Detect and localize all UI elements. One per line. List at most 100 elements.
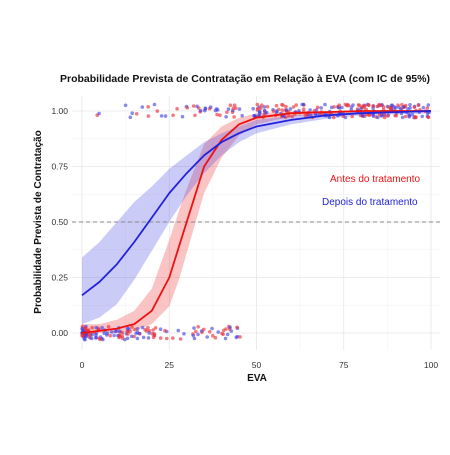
data-point bbox=[140, 325, 145, 330]
data-point bbox=[426, 115, 431, 120]
data-point bbox=[394, 113, 399, 118]
fitted-curves bbox=[81, 110, 432, 334]
data-point bbox=[140, 105, 145, 109]
data-point bbox=[135, 336, 140, 341]
data-point bbox=[416, 103, 421, 107]
data-point bbox=[238, 335, 242, 339]
data-point bbox=[165, 336, 169, 341]
data-point bbox=[211, 333, 215, 338]
data-point bbox=[143, 328, 147, 332]
x-tick-label: 100 bbox=[424, 360, 438, 370]
data-point bbox=[163, 328, 167, 333]
grid bbox=[72, 96, 440, 350]
data-point bbox=[100, 325, 104, 330]
data-point bbox=[94, 333, 98, 337]
data-point bbox=[213, 335, 218, 340]
data-point bbox=[385, 114, 390, 118]
data-point bbox=[421, 105, 426, 110]
data-point bbox=[110, 330, 114, 334]
data-point bbox=[294, 103, 299, 107]
legend-after: Depois do tratamento bbox=[322, 197, 418, 208]
data-point bbox=[300, 102, 305, 107]
data-point bbox=[232, 103, 237, 107]
data-point bbox=[102, 331, 106, 336]
data-point bbox=[146, 105, 150, 109]
data-point bbox=[185, 106, 190, 110]
data-point bbox=[252, 114, 257, 118]
data-point bbox=[257, 110, 262, 114]
data-point bbox=[196, 332, 200, 337]
data-point bbox=[151, 328, 155, 332]
data-point bbox=[225, 332, 230, 337]
data-point bbox=[255, 106, 260, 111]
data-point bbox=[420, 114, 425, 119]
data-point bbox=[125, 336, 130, 341]
data-point bbox=[228, 325, 232, 330]
data-point bbox=[147, 331, 151, 335]
fit-curve-before bbox=[81, 110, 431, 334]
data-point bbox=[400, 115, 405, 120]
data-point bbox=[155, 109, 160, 113]
data-point bbox=[389, 103, 394, 108]
data-point bbox=[84, 328, 89, 333]
data-point bbox=[262, 105, 267, 109]
data-point bbox=[225, 110, 229, 114]
data-point bbox=[301, 107, 306, 111]
data-point bbox=[412, 105, 417, 109]
data-point bbox=[128, 329, 132, 334]
y-tick-label: 0.25 bbox=[51, 273, 68, 283]
y-tick-label: 0.00 bbox=[51, 328, 68, 338]
chart-title: Probabilidade Prevista de Contratação em… bbox=[60, 73, 430, 85]
data-point bbox=[240, 113, 244, 118]
data-point bbox=[194, 329, 198, 334]
data-point bbox=[386, 105, 391, 109]
data-point bbox=[218, 113, 222, 117]
data-point bbox=[210, 326, 214, 331]
data-point bbox=[152, 102, 157, 107]
data-point bbox=[152, 333, 157, 338]
y-tick-label: 1.00 bbox=[51, 106, 68, 116]
data-point bbox=[288, 107, 293, 111]
data-point bbox=[262, 108, 267, 113]
data-point bbox=[403, 103, 408, 108]
data-point bbox=[133, 327, 137, 332]
data-point bbox=[223, 336, 228, 341]
data-point bbox=[275, 110, 279, 114]
data-point bbox=[396, 103, 400, 107]
data-point bbox=[359, 107, 363, 111]
y-tick-label: 0.75 bbox=[51, 162, 68, 172]
data-point bbox=[408, 103, 412, 107]
data-point bbox=[286, 114, 291, 118]
data-point bbox=[98, 337, 102, 342]
data-point bbox=[291, 105, 296, 109]
data-point bbox=[284, 108, 289, 112]
data-point bbox=[329, 105, 334, 110]
data-point bbox=[232, 115, 236, 119]
data-point bbox=[159, 114, 164, 118]
data-point bbox=[281, 103, 285, 107]
data-point bbox=[108, 333, 112, 338]
data-point bbox=[265, 104, 270, 109]
data-point bbox=[220, 331, 224, 336]
data-point bbox=[106, 324, 111, 329]
data-point bbox=[158, 327, 163, 332]
data-point bbox=[125, 329, 130, 334]
data-point bbox=[135, 330, 140, 335]
data-point bbox=[178, 337, 183, 341]
data-point bbox=[128, 115, 133, 120]
data-point bbox=[180, 114, 185, 119]
data-point bbox=[129, 334, 134, 339]
data-point bbox=[315, 105, 320, 110]
data-point bbox=[371, 114, 376, 118]
data-point bbox=[158, 336, 163, 340]
data-point bbox=[123, 103, 128, 108]
x-axis-title: EVA bbox=[247, 373, 267, 384]
data-point bbox=[376, 115, 380, 120]
data-point bbox=[393, 106, 398, 110]
data-point bbox=[224, 115, 228, 119]
data-point bbox=[215, 108, 220, 112]
data-point bbox=[377, 112, 382, 117]
data-point bbox=[425, 106, 430, 110]
data-point bbox=[198, 108, 203, 113]
